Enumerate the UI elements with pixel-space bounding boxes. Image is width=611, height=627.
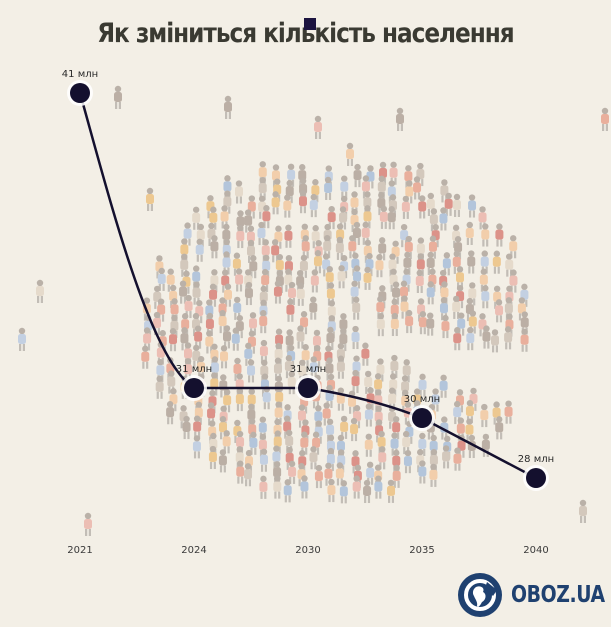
point-label-2030: 31 млн — [289, 364, 327, 375]
x-tick-2024: 2024 — [181, 545, 207, 556]
x-tick-2021: 2021 — [67, 545, 93, 556]
data-point-2030 — [298, 378, 318, 398]
data-point-2021 — [70, 83, 90, 103]
point-label-2021: 41 млн — [61, 69, 99, 80]
globe-icon — [458, 573, 502, 617]
point-label-2024: 31 млн — [175, 364, 213, 375]
x-tick-2040: 2040 — [523, 545, 549, 556]
population-trend-line — [78, 92, 537, 480]
logo-text: OBOZ.UA — [511, 582, 605, 608]
data-point-2040 — [526, 468, 546, 488]
x-tick-2035: 2035 — [409, 545, 435, 556]
data-point-2024 — [184, 378, 204, 398]
title-accent-square — [304, 18, 316, 30]
x-tick-2030: 2030 — [295, 545, 321, 556]
point-label-2035: 30 млн — [403, 394, 441, 405]
point-label-2040: 28 млн — [517, 454, 555, 465]
oboz-logo[interactable]: OBOZ.UA — [457, 572, 611, 618]
data-point-2035 — [412, 408, 432, 428]
